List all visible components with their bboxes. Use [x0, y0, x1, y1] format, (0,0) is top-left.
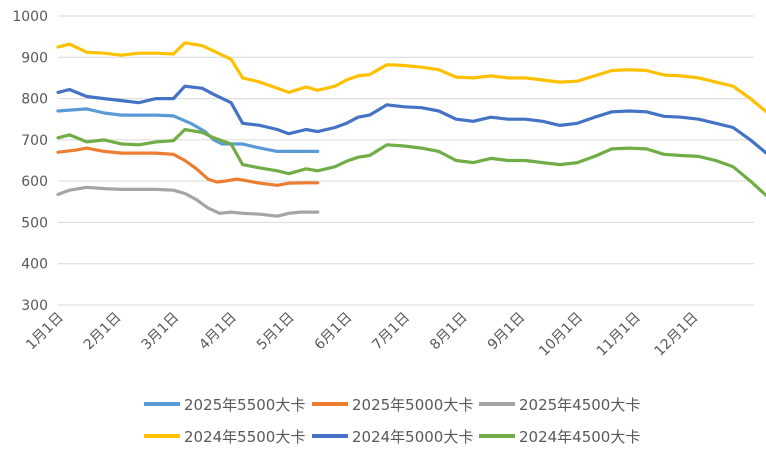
x-tick-label: 9月1日: [485, 310, 529, 354]
series-line-4: [56, 84, 766, 155]
x-tick-label: 6月1日: [312, 310, 356, 354]
legend-item-2: 2025年4500大卡: [479, 396, 640, 414]
x-tick-label: 4月1日: [196, 310, 240, 354]
series-line-0: [56, 107, 320, 153]
x-tick-label: 1月1日: [23, 310, 67, 354]
series-line-5: [56, 127, 766, 198]
series-line-3: [56, 41, 766, 114]
x-tick-label: 2月1日: [81, 310, 125, 354]
legend-item-0: 2025年5500大卡: [144, 396, 305, 414]
y-tick-label: 1000: [12, 9, 48, 25]
grid-lines: [58, 15, 754, 306]
legend-label: 2025年5500大卡: [184, 396, 305, 414]
series-lines: [56, 41, 766, 218]
x-tick-label: 7月1日: [369, 310, 413, 354]
legend-label: 2024年5000大卡: [352, 428, 473, 446]
y-axis-tick-labels: 300 400 500 600 700 800 900 1000: [12, 9, 48, 314]
y-tick-label: 300: [21, 298, 48, 314]
legend-label: 2025年5000大卡: [352, 396, 473, 414]
y-tick-label: 400: [21, 257, 48, 273]
x-tick-label: 11月1日: [594, 310, 644, 360]
y-tick-label: 500: [21, 215, 48, 231]
x-axis-tick-labels: 1月1日 2月1日 3月1日 4月1日 5月1日 6月1日 7月1日 8月1日 9月1日 10月1…: [23, 310, 701, 360]
x-tick-label: 12月1日: [652, 310, 702, 360]
series-line-2: [56, 185, 320, 218]
y-tick-label: 600: [21, 174, 48, 190]
x-tick-label: 5月1日: [254, 310, 298, 354]
legend-item-5: 2024年4500大卡: [479, 428, 640, 446]
x-tick-label: 10月1日: [536, 310, 586, 360]
x-tick-label: 3月1日: [139, 310, 183, 354]
series-line-1: [56, 146, 320, 187]
legend-item-1: 2025年5000大卡: [312, 396, 473, 414]
legend-item-3: 2024年5500大卡: [144, 428, 305, 446]
legend-label: 2024年4500大卡: [519, 428, 640, 446]
y-tick-label: 700: [21, 133, 48, 149]
legend-item-4: 2024年5000大卡: [312, 428, 473, 446]
y-tick-label: 900: [21, 50, 48, 66]
x-tick-label: 8月1日: [427, 310, 471, 354]
y-tick-label: 800: [21, 92, 48, 108]
legend-label: 2025年4500大卡: [519, 396, 640, 414]
legend: 2025年5500大卡 2025年5000大卡 2025年4500大卡 2024年55…: [144, 396, 640, 446]
legend-label: 2024年5500大卡: [184, 428, 305, 446]
